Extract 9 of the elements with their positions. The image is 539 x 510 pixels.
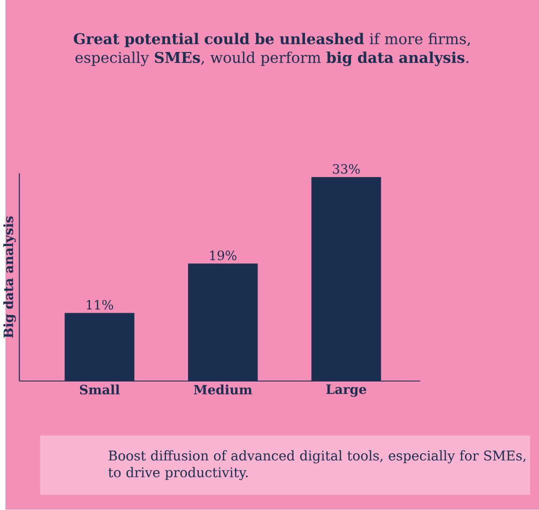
x-tick-label: Small — [80, 384, 120, 395]
text: Boost diffusion of advanced digital tools, especially for SMEs, to drive productivity. — [108, 450, 526, 480]
data-label: 19% — [210, 250, 236, 260]
data-label: 33% — [332, 164, 360, 174]
chart-title: Great potential could be unleashed if more firms, especially SMEs, would perform big data analysis. — [74, 32, 470, 66]
x-tick-label: Medium — [194, 384, 252, 395]
x-tick-label: Large — [326, 384, 366, 397]
y-axis-title: Big data analysis — [3, 216, 16, 338]
data-label: 11% — [86, 300, 114, 310]
